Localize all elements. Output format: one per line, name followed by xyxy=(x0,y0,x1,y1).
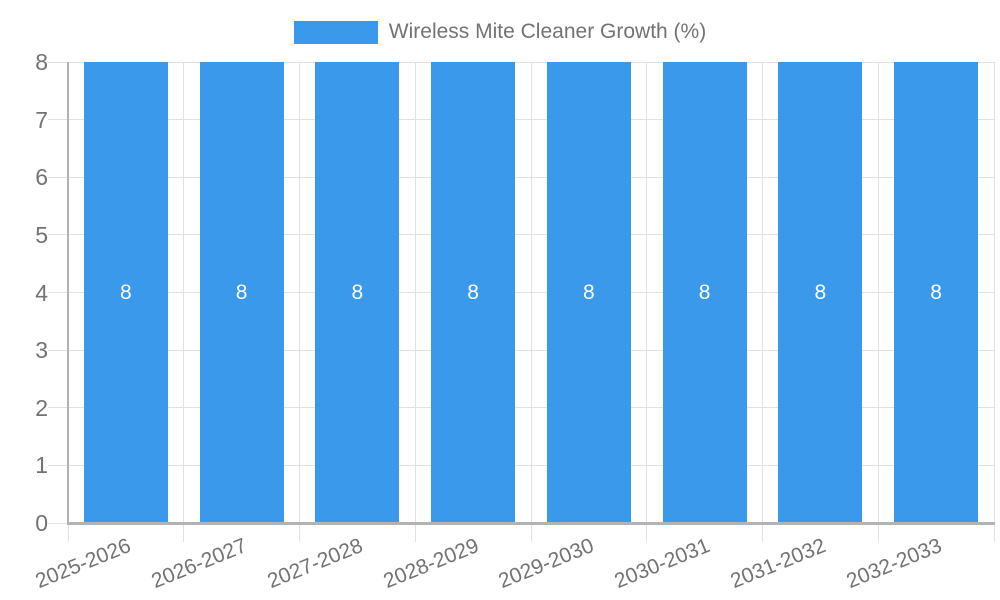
x-axis-tick xyxy=(646,525,648,542)
y-axis-tick xyxy=(48,464,68,466)
gridline-v xyxy=(646,62,648,523)
x-tick-label: 2025-2026 xyxy=(32,534,135,593)
bar-value-label: 8 xyxy=(814,280,827,304)
bar-2025-2026[interactable]: 8 xyxy=(83,62,168,523)
bar-value-label: 8 xyxy=(467,280,479,304)
plot-area: 8 8 8 8 8 8 8 8 xyxy=(48,61,995,542)
bar-2032-2033[interactable]: 8 xyxy=(894,62,979,523)
y-axis-tick xyxy=(48,61,68,63)
bar-2031-2032[interactable]: 8 xyxy=(778,62,863,523)
bar-2028-2029[interactable]: 8 xyxy=(431,62,516,523)
x-axis-line xyxy=(67,521,995,525)
bar-value-label: 8 xyxy=(583,280,595,304)
bar-2027-2028[interactable]: 8 xyxy=(315,62,400,523)
legend-swatch xyxy=(293,20,378,44)
gridline-v xyxy=(993,62,995,523)
y-tick-label: 7 xyxy=(35,106,48,133)
y-tick-label: 8 xyxy=(35,49,48,75)
y-tick-label: 4 xyxy=(35,279,48,306)
y-axis-tick xyxy=(48,407,68,409)
x-axis-tick xyxy=(183,525,185,542)
y-axis-tick xyxy=(48,119,68,121)
x-axis-tick xyxy=(530,525,532,542)
bar-value-label: 8 xyxy=(698,280,711,304)
x-tick-label: 2032-2033 xyxy=(843,534,945,593)
y-axis-tick xyxy=(48,349,68,351)
x-tick-label: 2031-2032 xyxy=(727,534,829,593)
y-tick-label: 5 xyxy=(35,221,48,248)
bar-2030-2031[interactable]: 8 xyxy=(662,62,747,523)
gridline-v xyxy=(299,62,300,523)
gridline-v xyxy=(183,62,185,523)
gridline-v xyxy=(762,62,763,523)
gridline-v xyxy=(414,62,416,523)
y-tick-label: 2 xyxy=(35,394,48,421)
bar-value-label: 8 xyxy=(351,280,364,304)
legend-label: Wireless Mite Cleaner Growth (%) xyxy=(388,20,707,43)
gridline-v xyxy=(530,62,532,523)
x-tick-label: 2028-2029 xyxy=(380,534,482,593)
x-tick-label: 2029-2030 xyxy=(495,534,598,593)
bar-value-label: 8 xyxy=(235,280,248,304)
bar-2029-2030[interactable]: 8 xyxy=(546,62,631,523)
bar-value-label: 8 xyxy=(930,280,942,304)
x-tick-label: 2026-2027 xyxy=(148,534,251,593)
y-axis-line xyxy=(67,62,69,524)
x-axis-tick xyxy=(993,525,995,542)
y-tick-label: 0 xyxy=(35,510,48,536)
x-axis-tick xyxy=(414,525,416,542)
x-tick-label: 2030-2031 xyxy=(611,534,714,593)
bar-value-label: 8 xyxy=(120,280,132,304)
x-axis-tick xyxy=(67,525,69,542)
bar-2026-2027[interactable]: 8 xyxy=(199,62,284,523)
chart-legend: Wireless Mite Cleaner Growth (%) xyxy=(0,20,1000,44)
y-tick-label: 6 xyxy=(35,164,48,191)
x-axis-tick xyxy=(877,525,879,542)
x-axis-tick xyxy=(299,525,300,542)
y-tick-label: 1 xyxy=(35,452,48,479)
y-tick-label: 3 xyxy=(35,337,48,364)
y-axis-tick xyxy=(48,292,68,293)
y-axis-tick xyxy=(48,234,68,236)
y-axis-tick xyxy=(48,176,68,178)
x-tick-label: 2027-2028 xyxy=(264,534,366,593)
x-axis-tick xyxy=(762,525,763,542)
gridline-v xyxy=(877,62,879,523)
y-axis-tick xyxy=(48,522,68,524)
legend-item-wireless-mite-cleaner-growth[interactable]: Wireless Mite Cleaner Growth (%) xyxy=(293,20,707,44)
